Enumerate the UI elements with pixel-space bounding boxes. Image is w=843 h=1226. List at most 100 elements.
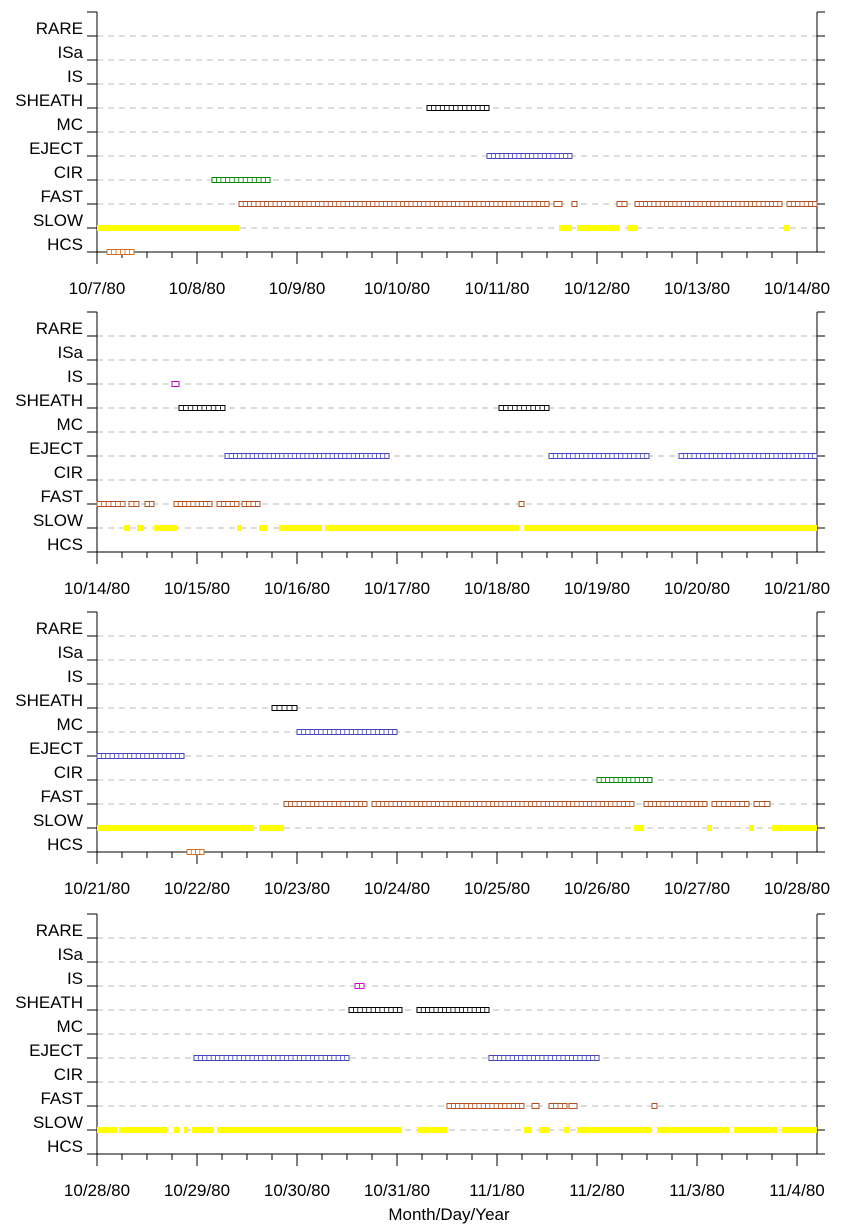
- date-tick-label: 10/14/80: [764, 279, 830, 298]
- event-slow: [772, 825, 817, 831]
- event-marker-divisions: [420, 1007, 486, 1013]
- event-slow: [124, 525, 130, 531]
- date-tick-label: 10/13/80: [664, 279, 730, 298]
- category-label: HCS: [47, 835, 83, 854]
- event-fast: [568, 1103, 578, 1109]
- category-label: ISa: [57, 945, 83, 964]
- event-slow: [237, 525, 242, 531]
- event-fast: [786, 201, 818, 207]
- event-marker-divisions: [197, 1055, 346, 1061]
- event-marker-divisions: [716, 801, 745, 807]
- event-marker-divisions: [242, 201, 546, 207]
- event-fast: [173, 501, 213, 507]
- date-tick-label: 10/9/80: [269, 279, 326, 298]
- date-tick-label: 10/8/80: [169, 279, 226, 298]
- date-tick-label: 10/22/80: [164, 879, 230, 898]
- category-label: SHEATH: [15, 993, 83, 1012]
- event-fast: [238, 201, 550, 207]
- event-slow: [627, 225, 637, 231]
- category-label: HCS: [47, 1137, 83, 1156]
- event-slow: [564, 1127, 569, 1133]
- category-label: HCS: [47, 235, 83, 254]
- event-marker-divisions: [101, 501, 121, 507]
- date-tick-label: 10/20/80: [664, 579, 730, 598]
- event-slow: [137, 525, 144, 531]
- event-slow: [734, 1127, 777, 1133]
- category-label: ISa: [57, 343, 83, 362]
- category-label: ISa: [57, 43, 83, 62]
- event-fast: [553, 201, 563, 207]
- event-slow: [192, 1127, 214, 1133]
- event-slow: [154, 525, 177, 531]
- event-marker-divisions: [216, 177, 266, 183]
- event-marker-divisions: [682, 453, 814, 459]
- date-tick-label: 10/14/80: [64, 579, 130, 598]
- event-fast: [643, 801, 708, 807]
- event-slow: [559, 225, 572, 231]
- category-label: SHEATH: [15, 391, 83, 410]
- event-fast: [283, 801, 368, 807]
- event-fast: [216, 501, 240, 507]
- category-label: MC: [57, 1017, 83, 1036]
- event-slow: [634, 825, 644, 831]
- category-label: IS: [67, 667, 83, 686]
- category-label: MC: [57, 715, 83, 734]
- category-label: IS: [67, 67, 83, 86]
- category-label: RARE: [36, 319, 83, 338]
- date-tick-label: 11/4/80: [769, 1181, 824, 1200]
- event-slow: [707, 825, 712, 831]
- event-marker-divisions: [353, 1007, 398, 1013]
- category-label: RARE: [36, 921, 83, 940]
- event-marker-divisions: [300, 729, 394, 735]
- event-slow: [577, 1127, 652, 1133]
- category-label: HCS: [47, 535, 83, 554]
- category-label: IS: [67, 367, 83, 386]
- event-cir: [211, 177, 271, 183]
- category-label: SLOW: [33, 811, 83, 830]
- category-label: FAST: [40, 187, 83, 206]
- event-slow: [97, 1127, 117, 1133]
- category-label: SHEATH: [15, 91, 83, 110]
- event-cir: [596, 777, 653, 783]
- date-tick-label: 10/15/80: [164, 579, 230, 598]
- category-label: SLOW: [33, 1113, 83, 1132]
- category-label: EJECT: [29, 439, 83, 458]
- event-slow: [577, 225, 619, 231]
- event-marker-divisions: [647, 801, 704, 807]
- date-tick-label: 10/12/80: [564, 279, 630, 298]
- event-marker-divisions: [100, 753, 181, 759]
- event-marker-divisions: [552, 453, 646, 459]
- timeline-panel: RARE ISa IS SHEATH MC EJECT CIR FAST SLOW HCS 10/2…: [15, 611, 830, 898]
- date-tick-label: 10/27/80: [664, 879, 730, 898]
- category-label: CIR: [54, 163, 83, 182]
- date-tick-label: 11/1/80: [469, 1181, 524, 1200]
- event-sheath: [271, 705, 298, 711]
- event-marker-divisions: [758, 801, 766, 807]
- category-label: SLOW: [33, 211, 83, 230]
- timeline-panel: RARE ISa IS SHEATH MC EJECT CIR FAST SLOW HCS 10/7…: [15, 11, 830, 298]
- x-axis-label: Month/Day/Year: [388, 1205, 510, 1224]
- timeline-panel: RARE ISa IS SHEATH MC EJECT CIR FAST SLOW HCS 10/2…: [15, 913, 825, 1200]
- date-tick-label: 10/10/80: [364, 279, 430, 298]
- event-marker-divisions: [600, 777, 649, 783]
- category-label: EJECT: [29, 1041, 83, 1060]
- date-tick-label: 11/2/80: [569, 1181, 624, 1200]
- event-marker-divisions: [288, 801, 363, 807]
- date-tick-label: 10/18/80: [464, 579, 530, 598]
- event-slow: [279, 525, 322, 531]
- date-tick-label: 10/7/80: [69, 279, 126, 298]
- category-label: RARE: [36, 619, 83, 638]
- event-slow: [184, 1127, 187, 1133]
- event-mc: [296, 729, 398, 735]
- event-slow: [657, 1127, 729, 1133]
- date-tick-label: 10/28/80: [64, 1181, 130, 1200]
- event-slow: [749, 825, 754, 831]
- event-marker-divisions: [228, 453, 386, 459]
- event-slow: [97, 825, 254, 831]
- event-slow: [524, 1127, 532, 1133]
- date-tick-label: 10/29/80: [164, 1181, 230, 1200]
- event-fast: [571, 201, 578, 207]
- category-label: IS: [67, 969, 83, 988]
- date-tick-label: 11/3/80: [669, 1181, 724, 1200]
- event-marker-divisions: [221, 501, 235, 507]
